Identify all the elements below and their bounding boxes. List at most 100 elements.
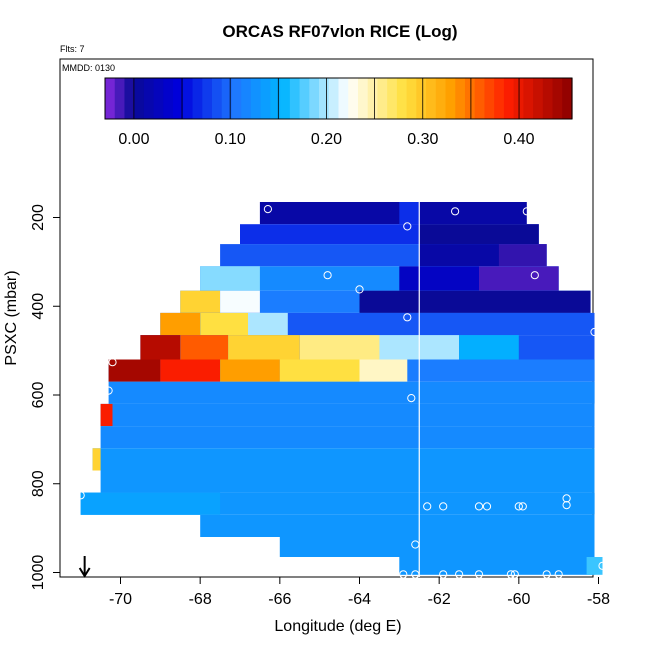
heatmap-cell <box>459 335 519 360</box>
colorbar-swatch <box>455 78 466 119</box>
heatmap-cell <box>419 244 499 267</box>
colorbar-swatch <box>523 78 534 119</box>
x-tick-label: -70 <box>109 591 132 608</box>
x-tick-label: -62 <box>428 591 451 608</box>
heatmap-cell <box>279 359 360 382</box>
y-tick-label: 400 <box>30 293 47 320</box>
sample-point <box>522 207 531 216</box>
colorbar-swatch <box>464 78 476 119</box>
x-tick-label: -60 <box>507 591 530 608</box>
y-tick-label: 200 <box>30 204 47 231</box>
colorbar-swatch <box>212 78 223 119</box>
colorbar-ticks: 0.00 0.10 0.20 0.30 0.40 <box>118 131 534 148</box>
heatmap-cell <box>160 359 220 382</box>
colorbar-swatch <box>114 78 126 119</box>
colorbar-swatch <box>241 78 252 119</box>
colorbar-tick-label: 0.00 <box>118 131 149 148</box>
colorbar-swatch <box>328 78 340 119</box>
colorbar-swatch <box>396 78 408 119</box>
sample-point <box>482 502 492 511</box>
heatmap-cell <box>200 312 248 336</box>
sample-point <box>399 570 408 579</box>
heatmap-cell <box>586 557 603 575</box>
heatmap-cell <box>479 266 559 291</box>
heatmap-cell <box>399 557 595 575</box>
sample-point <box>104 386 113 395</box>
x-axis: -70 -68 -66 -64 -62 -60 -58 <box>109 577 610 608</box>
colorbar-swatch <box>387 78 398 119</box>
colorbar-tick-label: 0.40 <box>503 131 534 148</box>
colorbar-tick-label: 0.20 <box>311 131 342 148</box>
colorbar-swatch <box>367 78 379 119</box>
sample-point <box>451 207 460 216</box>
colorbar-swatch <box>270 78 281 119</box>
heatmap-cell <box>140 335 181 360</box>
chart-title: ORCAS RF07vlon RICE (Log) <box>222 22 457 41</box>
sample-point <box>355 285 364 294</box>
heatmap-cell <box>399 266 479 291</box>
colorbar-swatch <box>143 78 155 119</box>
sample-point <box>403 313 412 322</box>
heatmap-cell <box>108 359 161 382</box>
heatmap-cell <box>359 359 408 382</box>
heatmap-cell <box>279 537 595 557</box>
heatmap-cell <box>100 403 595 427</box>
sample-point <box>403 222 412 231</box>
sample-point <box>518 502 527 511</box>
colorbar-swatch <box>338 78 349 119</box>
colorbar-swatch <box>280 78 291 119</box>
arrow-head <box>78 567 91 578</box>
y-axis-label: PSXC (mbar) <box>3 270 20 365</box>
heatmap-cell <box>100 426 595 449</box>
heatmap-cell <box>100 403 113 427</box>
y-tick-label: 1000 <box>30 555 47 591</box>
x-tick-label: -68 <box>189 591 212 608</box>
heatmap-cell <box>359 290 591 313</box>
x-axis-label: Longitude (deg E) <box>274 618 401 635</box>
heatmap-cell <box>92 448 101 471</box>
colorbar-swatch <box>260 78 271 119</box>
heatmap-cell <box>259 202 527 225</box>
colorbar-swatch <box>484 78 495 119</box>
sample-point <box>474 570 484 579</box>
colorbar-swatch <box>494 78 505 119</box>
colorbar-swatch <box>153 78 164 119</box>
x-tick-label: -64 <box>348 591 371 608</box>
heatmap-cell <box>419 224 539 245</box>
sample-point <box>542 570 551 579</box>
colorbar-swatch <box>163 78 174 119</box>
colorbar-tick-label: 0.10 <box>215 131 246 148</box>
colorbar-swatch <box>289 78 301 119</box>
colorbar-swatch <box>533 78 544 119</box>
sample-point <box>562 501 571 510</box>
heatmap-cell <box>228 335 300 360</box>
sample-point <box>423 502 432 511</box>
sample-point <box>530 271 539 280</box>
colorbar-tick-label: 0.30 <box>407 131 438 148</box>
sample-point <box>76 491 85 500</box>
colorbar-swatch <box>348 78 359 119</box>
arrow-marker <box>78 556 91 578</box>
colorbar-swatch <box>202 78 213 119</box>
sample-point <box>514 502 523 511</box>
heatmap-cell <box>108 381 595 404</box>
colorbar-swatch <box>435 78 447 119</box>
sample-point <box>506 570 515 579</box>
colorbar-swatch <box>426 78 437 119</box>
heatmap-cell <box>399 202 420 225</box>
sample-point <box>323 271 332 280</box>
colorbar-swatch <box>474 78 486 119</box>
colorbar-swatch <box>182 78 194 119</box>
sample-point <box>407 394 416 403</box>
date-label: MMDD: 0130 <box>62 63 115 73</box>
colorbar-swatch <box>406 78 417 119</box>
colorbar-swatch <box>192 78 203 119</box>
sample-point <box>510 570 519 579</box>
sample-point <box>598 561 607 570</box>
colorbar-swatch <box>173 78 184 119</box>
colorbar-swatch <box>309 78 320 119</box>
sample-point <box>263 205 272 214</box>
colorbar-swatch <box>134 78 145 119</box>
sample-point <box>554 570 563 579</box>
